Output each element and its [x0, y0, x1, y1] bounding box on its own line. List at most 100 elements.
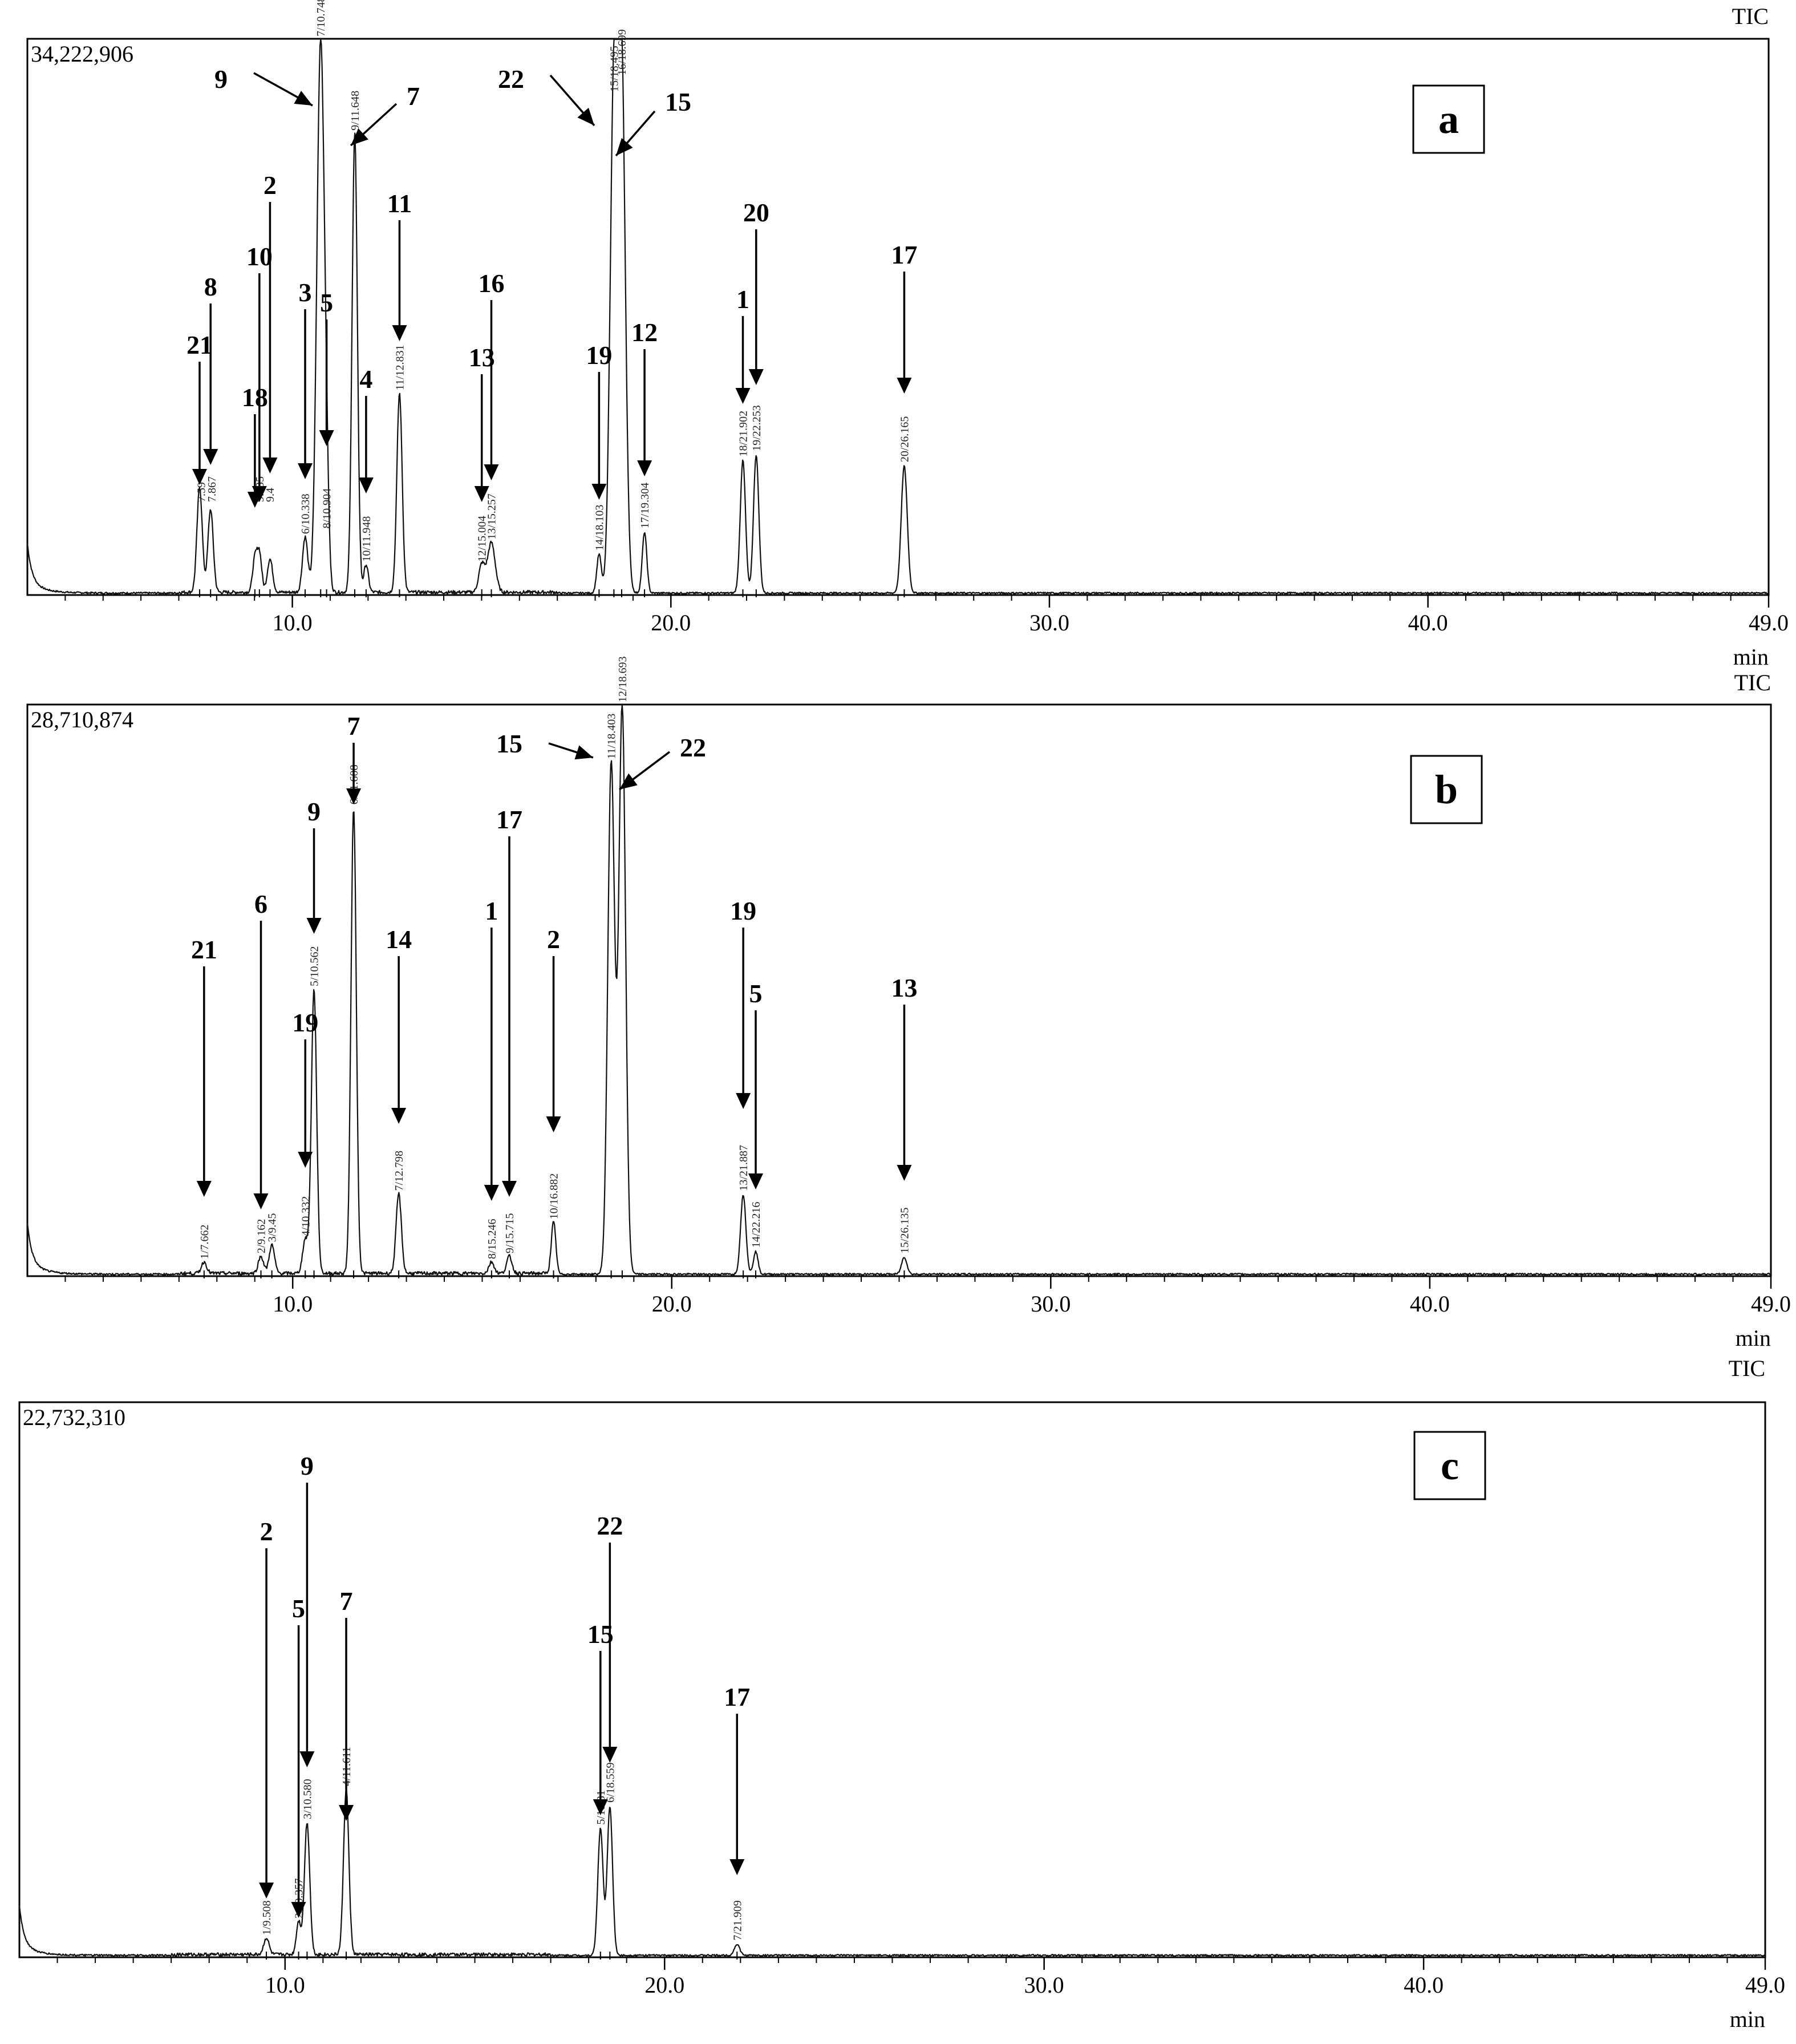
- peak-rt-label: 19/22.253: [751, 405, 763, 451]
- panel-c: 10.0 20.0 30.0 40.0 49.0 min TIC 22,732,310 c 1/9…: [18, 1355, 1785, 2032]
- peak-number-label: 2: [547, 925, 560, 954]
- peak-rt-label: 15/26.135: [898, 1208, 911, 1254]
- x-tick-label: 20.0: [644, 1972, 684, 1998]
- peak-arrow-head: [351, 128, 368, 145]
- peak-number-label: 21: [191, 935, 217, 964]
- peak-arrow-head: [262, 458, 278, 473]
- peak-rt-label: 1/9.508: [261, 1900, 273, 1935]
- peak-rt-label: 17/19.304: [639, 483, 651, 529]
- channel-label: TIC: [1729, 1355, 1765, 1381]
- peak-rt-label: 14/22.216: [750, 1202, 763, 1248]
- max-intensity-label: 22,732,310: [23, 1405, 125, 1430]
- peak-number-label: 22: [680, 733, 706, 762]
- peak-number-label: 1: [485, 896, 498, 925]
- peak-arrow-head: [897, 378, 912, 394]
- peak-number-label: 5: [320, 288, 333, 317]
- peak-rt-label: 6/18.559: [604, 1762, 617, 1803]
- peak-number-label: 17: [724, 1682, 750, 1711]
- peak-rt-label: 13/15.257: [485, 493, 498, 540]
- peak-rt-label: 18/21.902: [737, 411, 750, 457]
- peak-rt-label: 11/12.831: [394, 345, 406, 390]
- peak-rt-label: 9.4: [264, 488, 277, 502]
- peak-number-label: 5: [292, 1594, 305, 1623]
- peak-rt-label: 8/10.904: [321, 488, 334, 529]
- peak-arrow-head: [637, 460, 652, 476]
- peak-number-label: 9: [307, 797, 321, 826]
- peak-rt-label: 7/10.748: [315, 0, 327, 37]
- peak-rt-label: 4/10.332: [299, 1196, 312, 1237]
- peak-rt-label: 10/16.882: [548, 1173, 561, 1220]
- peak-arrow-head: [574, 745, 593, 760]
- peak-number-label: 19: [586, 341, 612, 370]
- peak-arrow-head: [735, 388, 751, 404]
- peak-rt-label: 7/12.798: [393, 1151, 406, 1191]
- peak-number-label: 16: [478, 269, 504, 298]
- peak-arrow-head: [729, 1859, 745, 1875]
- x-tick-label: 10.0: [265, 1972, 305, 1998]
- peak-number-label: 18: [242, 383, 268, 412]
- peak-arrow-head: [577, 107, 594, 126]
- peak-rt-label: 15/18.495: [608, 46, 621, 92]
- peak-arrow-head: [306, 918, 322, 934]
- peak-arrow-head: [392, 325, 407, 341]
- peak-number-label: 17: [891, 240, 917, 269]
- peak-arrow-head: [616, 137, 633, 156]
- peak-arrow-head: [299, 1751, 315, 1767]
- peak-rt-label: 12/15.004: [476, 516, 489, 562]
- tic-trace: [18, 1787, 1766, 1957]
- x-tick-label: 40.0: [1404, 1972, 1444, 1998]
- peak-rt-label: 3/9.45: [266, 1213, 279, 1242]
- panel-a: 10.0 20.0 30.0 40.0 49.0 min TIC 34,222,906 a 6/1…: [26, 0, 1789, 670]
- peak-number-label: 2: [263, 171, 277, 200]
- x-axis-unit: min: [1736, 1325, 1771, 1351]
- panel-letter-box: [1412, 84, 1485, 154]
- peak-arrow-head: [298, 463, 313, 479]
- peak-number-label: 5: [749, 979, 763, 1008]
- peak-number-label: 6: [254, 889, 267, 918]
- peak-arrow-head: [252, 486, 267, 502]
- peak-number-label: 7: [340, 1586, 353, 1616]
- peak-arrow-head: [196, 1181, 212, 1197]
- peak-rt-label: 10/11.948: [360, 516, 373, 562]
- peak-number-label: 14: [386, 925, 412, 954]
- peak-arrow-head: [897, 1165, 912, 1181]
- max-intensity-label: 28,710,874: [31, 707, 133, 732]
- max-intensity-label: 34,222,906: [31, 41, 133, 67]
- plot-frame: [18, 1401, 1766, 1958]
- peak-arrow-head: [339, 1805, 354, 1821]
- peak-number-label: 4: [359, 365, 372, 394]
- x-tick-label: 30.0: [1029, 610, 1069, 636]
- peak-number-label: 13: [891, 973, 917, 1002]
- peak-rt-label: 7.59: [196, 482, 208, 502]
- peak-arrow-head: [593, 1799, 608, 1815]
- x-tick-label: 20.0: [651, 610, 691, 636]
- peak-arrow-head: [358, 477, 374, 493]
- x-tick-label: 20.0: [652, 1291, 692, 1317]
- x-axis-unit: min: [1730, 2006, 1765, 2032]
- panel-letter-box: [1410, 755, 1483, 824]
- peak-rt-label: 1/7.662: [198, 1225, 211, 1260]
- peak-number-label: 19: [730, 896, 756, 925]
- peak-arrow-head: [736, 1093, 751, 1109]
- peak-arrow-head: [619, 773, 638, 790]
- peak-number-label: 9: [301, 1451, 314, 1480]
- peak-rt-label: 13/21.887: [737, 1145, 750, 1191]
- x-tick-label: 30.0: [1031, 1291, 1071, 1317]
- x-tick-label: 49.0: [1749, 610, 1789, 636]
- peak-rt-label: 3/10.580: [301, 1779, 314, 1819]
- x-axis-unit: min: [1733, 644, 1769, 670]
- peak-arrow-head: [474, 486, 489, 502]
- tic-trace: [26, 38, 1769, 595]
- peak-rt-label: 16/18.699: [616, 29, 629, 75]
- x-tick-label: 49.0: [1745, 1972, 1785, 1998]
- peak-arrow-head: [203, 449, 218, 465]
- peak-arrow-head: [298, 1152, 313, 1168]
- peak-arrow-head: [291, 1902, 306, 1918]
- peak-arrow-head: [501, 1181, 517, 1197]
- peak-number-label: 3: [299, 278, 312, 307]
- peak-arrow-head: [391, 1108, 407, 1124]
- peak-number-label: 9: [214, 64, 228, 94]
- peak-rt-label: 9/11.648: [349, 91, 362, 131]
- x-tick-label: 10.0: [273, 610, 313, 636]
